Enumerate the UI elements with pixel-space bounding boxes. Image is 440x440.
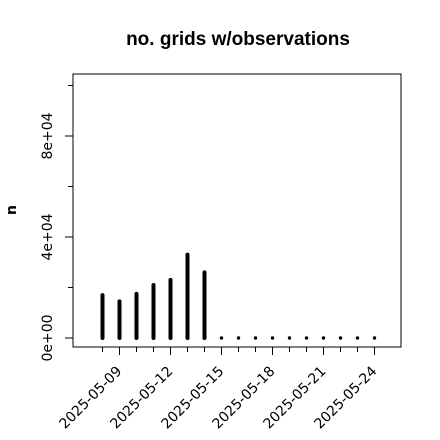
y-axis: 0e+00 4e+04 8e+04: [40, 85, 73, 362]
bars-group: [100, 252, 377, 340]
plot-frame: [72, 73, 402, 348]
point-2025-05-24: [372, 336, 377, 340]
point-2025-05-18: [270, 336, 275, 340]
y-tick-label: 4e+04: [40, 213, 56, 260]
point-2025-05-23: [355, 336, 360, 340]
point-2025-05-16: [236, 336, 241, 340]
chart-title: no. grids w/observations: [126, 29, 350, 50]
x-axis: 2025-05-092025-05-122025-05-152025-05-18…: [56, 347, 380, 432]
point-2025-05-22: [338, 336, 343, 340]
point-2025-05-20: [304, 336, 309, 340]
point-2025-05-21: [321, 336, 326, 340]
point-2025-05-19: [287, 336, 292, 340]
y-axis-label: n: [4, 205, 20, 215]
point-2025-05-15: [219, 336, 224, 340]
point-2025-05-17: [253, 336, 258, 340]
y-tick-label: 0e+00: [40, 314, 56, 361]
y-tick-label: 8e+04: [40, 112, 56, 159]
